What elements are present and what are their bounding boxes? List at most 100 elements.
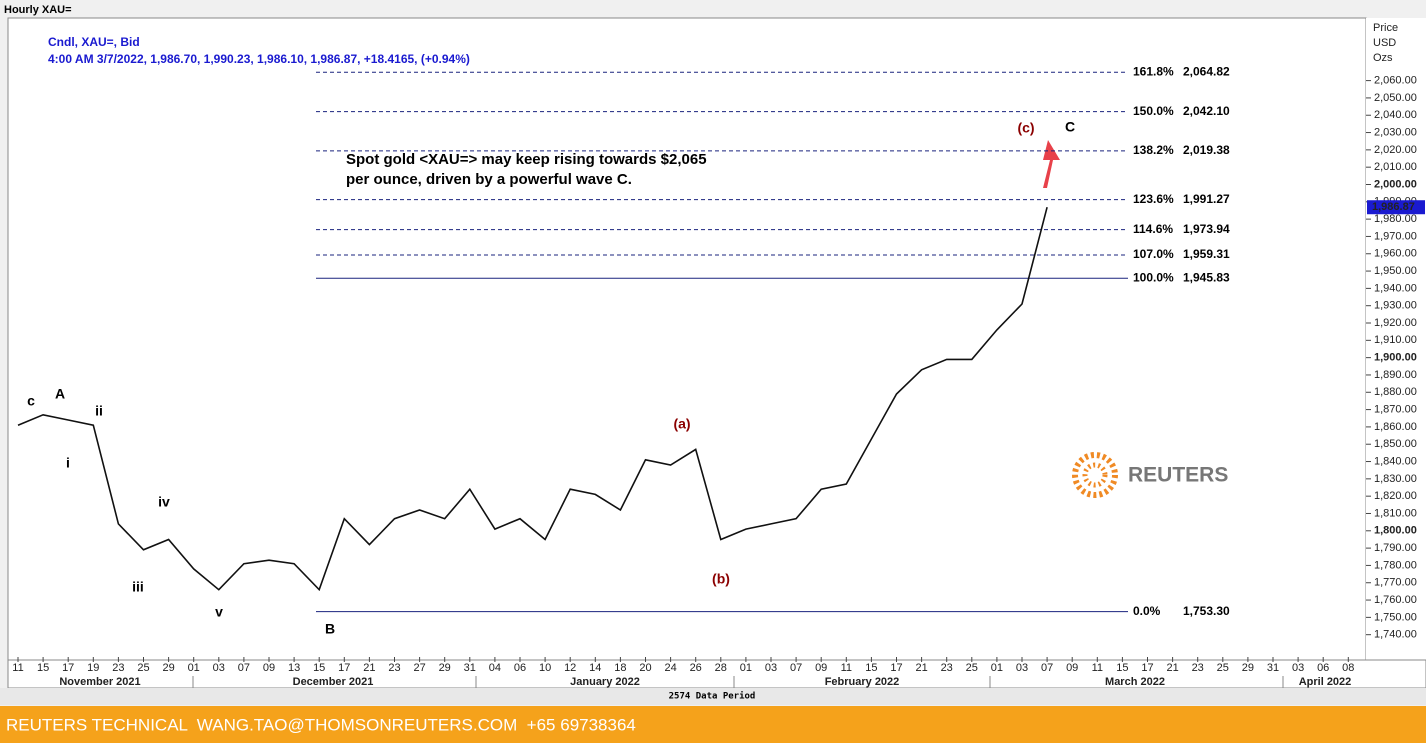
x-tick-label: 01 (188, 662, 200, 674)
wave-label: (b) (712, 571, 730, 587)
x-tick-label: 21 (363, 662, 375, 674)
x-tick-label: 12 (564, 662, 576, 674)
x-tick-label: 04 (489, 662, 501, 674)
logo-mark (1082, 462, 1108, 488)
quote-line: 4:00 AM 3/7/2022, 1,986.70, 1,990.23, 1,… (48, 52, 470, 66)
scrollbar[interactable] (0, 688, 1426, 705)
x-tick-label: 10 (539, 662, 551, 674)
y-tick-label: 1,970.00 (1374, 230, 1417, 242)
x-tick-label: 18 (614, 662, 626, 674)
x-tick-label: 29 (1242, 662, 1254, 674)
x-tick-label: 07 (790, 662, 802, 674)
y-tick-label: 1,910.00 (1374, 334, 1417, 346)
y-axis-label: USD (1373, 37, 1396, 49)
fib-ratio: 138.2% (1133, 143, 1174, 157)
x-tick-label: 03 (765, 662, 777, 674)
wave-label: B (325, 621, 335, 637)
fib-ratio: 161.8% (1133, 64, 1174, 78)
fib-ratio: 123.6% (1133, 192, 1174, 206)
fib-ratio: 107.0% (1133, 247, 1174, 261)
x-tick-label: 24 (664, 662, 676, 674)
y-tick-label: 1,840.00 (1374, 455, 1417, 467)
x-tick-label: 09 (263, 662, 275, 674)
y-tick-label: 1,740.00 (1374, 629, 1417, 641)
fib-value: 1,945.83 (1183, 270, 1230, 284)
y-tick-label: 1,920.00 (1374, 317, 1417, 329)
x-tick-label: 01 (740, 662, 752, 674)
x-tick-label: 03 (1016, 662, 1028, 674)
y-axis-label: Price (1373, 22, 1398, 34)
fib-ratio: 100.0% (1133, 270, 1174, 284)
wave-label: ii (95, 403, 103, 419)
x-tick-label: 28 (715, 662, 727, 674)
logo-mark (1072, 452, 1118, 498)
x-axis-area (7, 659, 1426, 689)
x-tick-label: 23 (112, 662, 124, 674)
month-label: April 2022 (1299, 676, 1352, 688)
y-tick-label: 1,760.00 (1374, 594, 1417, 606)
y-tick-label: 2,000.00 (1374, 178, 1417, 190)
x-tick-label: 23 (388, 662, 400, 674)
x-tick-label: 31 (464, 662, 476, 674)
y-tick-label: 1,830.00 (1374, 473, 1417, 485)
y-tick-label: 1,770.00 (1374, 577, 1417, 589)
fib-value: 1,991.27 (1183, 192, 1230, 206)
price-line (17, 206, 1048, 592)
x-tick-label: 11 (1092, 662, 1103, 674)
x-tick-label: 31 (1267, 662, 1279, 674)
y-tick-label: 2,020.00 (1374, 144, 1417, 156)
x-tick-label: 15 (313, 662, 325, 674)
x-tick-label: 13 (288, 662, 300, 674)
x-tick-label: 11 (12, 662, 23, 674)
x-tick-label: 17 (62, 662, 74, 674)
subtitle: Cndl, XAU=, Bid (48, 35, 140, 49)
x-tick-label: 06 (1317, 662, 1329, 674)
x-tick-label: 14 (589, 662, 601, 674)
month-label: November 2021 (59, 676, 140, 688)
x-tick-label: 25 (966, 662, 978, 674)
month-label: December 2021 (293, 676, 374, 688)
logo: REUTERS (17, 71, 1233, 613)
y-tick-label: 1,870.00 (1374, 403, 1417, 415)
wave-label: A (55, 386, 65, 402)
x-tick-label: 29 (162, 662, 174, 674)
wave-label: v (215, 604, 223, 620)
y-tick-label: 1,750.00 (1374, 611, 1417, 623)
x-tick-label: 20 (639, 662, 651, 674)
data-period: 2574 Data Period (669, 691, 756, 702)
y-tick-label: 2,060.00 (1374, 75, 1417, 87)
fib-value: 2,019.38 (1183, 143, 1230, 157)
arrow (1043, 140, 1060, 188)
y-tick-label: 1,790.00 (1374, 542, 1417, 554)
x-tick-label: 06 (514, 662, 526, 674)
fib-ratio: 0.0% (1133, 604, 1161, 618)
x-tick-label: 19 (87, 662, 99, 674)
x-tick-label: 17 (890, 662, 902, 674)
logo-text: REUTERS (1128, 464, 1228, 487)
footer-text: REUTERS TECHNICAL WANG.TAO@THOMSONREUTER… (6, 715, 636, 734)
x-tick-label: 17 (1141, 662, 1153, 674)
x-tick-label: 21 (1166, 662, 1178, 674)
y-tick-label: 1,940.00 (1374, 282, 1417, 294)
wave-label: (a) (673, 416, 690, 432)
month-label: January 2022 (570, 676, 640, 688)
note-box (340, 145, 750, 197)
x-tick-label: 23 (941, 662, 953, 674)
wave-label: (c) (1017, 120, 1034, 136)
y-tick-label: 2,050.00 (1374, 92, 1417, 104)
x-tick-label: 27 (413, 662, 425, 674)
y-axis-area (1366, 18, 1426, 660)
x-tick-label: 07 (238, 662, 250, 674)
wave-label: c (27, 393, 35, 409)
x-tick-label: 08 (1342, 662, 1354, 674)
plot-area (7, 17, 1367, 661)
fib-value: 1,753.30 (1183, 604, 1230, 618)
y-tick-label: 1,960.00 (1374, 248, 1417, 260)
fib-ratio: 150.0% (1133, 104, 1174, 118)
x-tick-label: 15 (37, 662, 49, 674)
y-tick-label: 1,860.00 (1374, 421, 1417, 433)
x-tick-label: 01 (991, 662, 1003, 674)
y-tick-label: 1,880.00 (1374, 386, 1417, 398)
x-tick-label: 26 (690, 662, 702, 674)
